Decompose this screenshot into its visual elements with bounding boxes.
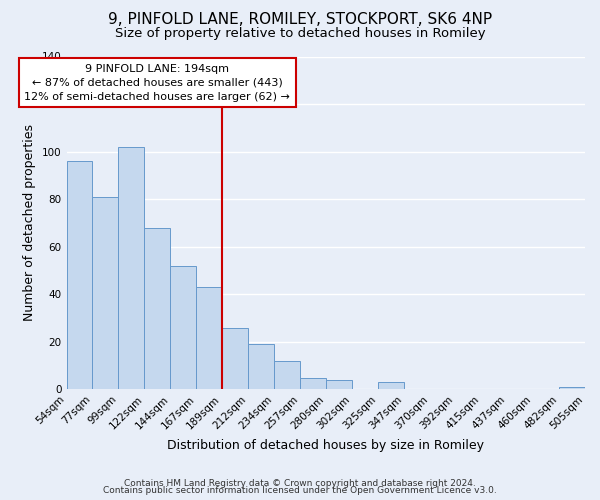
Bar (222, 328, 248, 390)
Bar (196, 287, 222, 390)
Bar (300, 378, 326, 390)
Bar (559, 387, 585, 390)
X-axis label: Distribution of detached houses by size in Romiley: Distribution of detached houses by size … (167, 440, 484, 452)
Bar (170, 266, 196, 390)
Bar (118, 147, 145, 390)
Text: Contains public sector information licensed under the Open Government Licence v3: Contains public sector information licen… (103, 486, 497, 495)
Bar (145, 228, 170, 390)
Bar (67, 161, 92, 390)
Bar (326, 380, 352, 390)
Bar (248, 344, 274, 390)
Bar (92, 197, 118, 390)
Text: 9, PINFOLD LANE, ROMILEY, STOCKPORT, SK6 4NP: 9, PINFOLD LANE, ROMILEY, STOCKPORT, SK6… (108, 12, 492, 28)
Bar (274, 361, 300, 390)
Bar (377, 382, 404, 390)
Text: Size of property relative to detached houses in Romiley: Size of property relative to detached ho… (115, 28, 485, 40)
Text: Contains HM Land Registry data © Crown copyright and database right 2024.: Contains HM Land Registry data © Crown c… (124, 478, 476, 488)
Y-axis label: Number of detached properties: Number of detached properties (23, 124, 37, 322)
Text: 9 PINFOLD LANE: 194sqm
← 87% of detached houses are smaller (443)
12% of semi-de: 9 PINFOLD LANE: 194sqm ← 87% of detached… (25, 64, 290, 102)
